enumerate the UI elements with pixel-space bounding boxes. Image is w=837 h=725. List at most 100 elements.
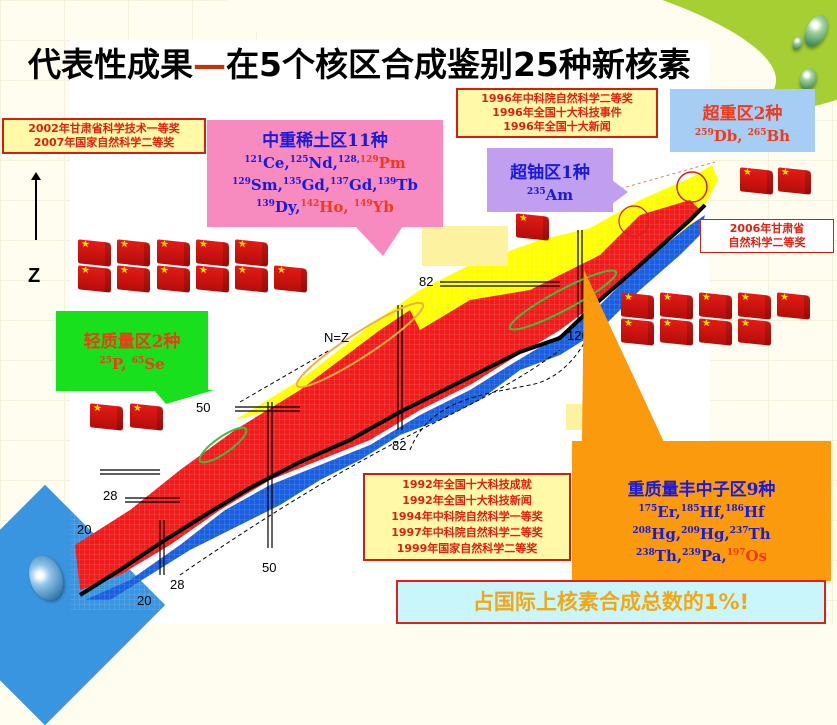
- award-box-right: 2006年甘肃省 自然科学二等奖: [700, 219, 834, 253]
- award-line: 1996年全国十大科技事件: [492, 106, 622, 119]
- element: Bh: [766, 127, 791, 145]
- element: Se: [144, 355, 165, 373]
- element: P,: [111, 355, 132, 373]
- mass-number: 259: [694, 128, 714, 138]
- flag-icon: [738, 318, 771, 346]
- award-line: 1999年国家自然科学二等奖: [396, 542, 538, 555]
- mass-number: 135: [282, 177, 302, 187]
- flag-icon: [157, 239, 190, 267]
- flag-icon: [157, 265, 190, 293]
- flag-icon: [778, 167, 811, 195]
- magic-z-82: 82: [419, 274, 434, 289]
- title-part1: 代表性成果: [28, 45, 193, 84]
- flag-icon: [660, 318, 693, 346]
- award-line: 1994年中科院自然科学一等奖: [391, 510, 543, 523]
- mass-number: 185: [680, 504, 700, 514]
- flag-icon: [699, 292, 732, 320]
- mass-number: 238: [635, 548, 655, 558]
- z-axis-arrow-icon: [31, 172, 41, 180]
- callout-light: 轻质量区2种 25P, 65Se: [56, 311, 208, 391]
- callout-heading: 轻质量区2种: [83, 332, 181, 352]
- element: Pa,: [700, 547, 727, 565]
- mass-number: 149: [353, 199, 373, 209]
- mass-number: 129: [232, 177, 251, 187]
- element: Ce,: [262, 154, 290, 172]
- flag-icon: [78, 239, 111, 267]
- mass-number: 129: [359, 155, 379, 165]
- slide-title: 代表性成果—在5个核区合成鉴别25种新核素: [28, 38, 691, 86]
- element: Hg,: [651, 525, 682, 543]
- callout-heading: 重质量丰中子区9种: [627, 480, 776, 500]
- award-line: 2006年甘肃省: [729, 222, 805, 235]
- element: Am: [545, 186, 574, 204]
- element: Pm: [378, 154, 406, 172]
- element: Ho,: [319, 198, 354, 216]
- flag-icon: [90, 403, 123, 431]
- flag-icon: [117, 239, 150, 267]
- flag-icon: [777, 292, 810, 320]
- mass-number: 128,: [337, 155, 360, 165]
- title-part2: 在5个核区合成鉴别25种新核素: [226, 45, 691, 84]
- element: Er,: [657, 503, 681, 521]
- mass-number: 265: [747, 128, 767, 138]
- award-line: 1996年中科院自然科学二等奖: [481, 92, 633, 105]
- award-line: 1997年中科院自然科学二等奖: [391, 526, 543, 539]
- element: Tb: [396, 176, 418, 194]
- element: Sm,: [250, 176, 283, 194]
- flag-icon: [516, 213, 549, 241]
- summary-banner: 占国际上核素合成总数的1%!: [396, 580, 826, 624]
- element: Hf: [743, 503, 765, 521]
- flag-icon: [196, 239, 229, 267]
- nuclide-line: 235Am: [487, 183, 613, 205]
- mass-number: 125: [289, 155, 309, 165]
- callout-rare-earth: 中重稀土区11种 121Ce,125Nd,128,129Pm 129Sm,135…: [207, 120, 443, 227]
- nuclide-line: 175Er,185Hf,186Hf: [572, 500, 831, 522]
- element: Nd,: [308, 154, 338, 172]
- callout-pointer: [612, 180, 628, 204]
- flag-icon: [274, 265, 307, 293]
- magic-z-50: 50: [196, 400, 211, 415]
- mass-number: 239: [682, 548, 701, 558]
- award-line: 1992年全国十大科技成就: [402, 478, 532, 491]
- award-line: 1992年全国十大科技新闻: [402, 494, 532, 507]
- nuclide-line: 238Th,239Pa,197Os: [572, 544, 831, 566]
- element: Gd,: [348, 176, 378, 194]
- flag-icon: [660, 292, 693, 320]
- award-box-top-left: 2002年甘肃省科学技术一等奖 2007年国家自然科学二等奖: [2, 118, 206, 154]
- callout-super-heavy: 超重区2种 259Db, 265Bh: [670, 89, 815, 152]
- callout-neutron-rich: 重质量丰中子区9种 175Er,185Hf,186Hf 208Hg,209Hg,…: [572, 441, 831, 581]
- mass-number: 235: [526, 187, 546, 197]
- nz-line-label: N=Z: [324, 330, 349, 345]
- flag-icon: [130, 403, 163, 431]
- mass-number: 121: [244, 155, 263, 165]
- award-line: 2002年甘肃省科学技术一等奖: [28, 122, 180, 135]
- element: Gd,: [301, 176, 331, 194]
- nuclide-line: 139Dy,142Ho, 149Yb: [207, 195, 443, 217]
- mass-number: 237: [729, 526, 749, 536]
- flag-icon: [235, 239, 268, 267]
- nuclide-line: 259Db, 265Bh: [670, 124, 815, 146]
- element: Yb: [372, 198, 394, 216]
- mass-number: 186: [725, 504, 744, 514]
- magic-z-28: 28: [103, 488, 118, 503]
- mass-number: 208: [632, 526, 652, 536]
- nuclide-line: 208Hg,209Hg,237Th: [572, 522, 831, 544]
- nuclide-line: 25P, 65Se: [56, 352, 208, 374]
- callout-pointer: [355, 226, 403, 256]
- z-axis-label: Z: [28, 265, 41, 287]
- element: Db,: [713, 127, 748, 145]
- award-box-bottom: 1992年全国十大科技成就 1992年全国十大科技新闻 1994年中科院自然科学…: [363, 473, 571, 561]
- magic-z-20: 20: [77, 522, 92, 537]
- mass-number: 65: [131, 356, 145, 366]
- award-line: 1996年全国十大新闻: [503, 120, 611, 133]
- callout-pointer: [145, 390, 215, 404]
- element: Hf,: [699, 503, 726, 521]
- callout-pointer: [582, 270, 664, 442]
- flag-icon: [196, 265, 229, 293]
- flag-icon: [235, 265, 268, 293]
- element: Th,: [654, 547, 683, 565]
- magic-n-50: 50: [262, 560, 277, 575]
- magic-n-28: 28: [170, 577, 185, 592]
- flag-icon: [738, 292, 771, 320]
- callout-heading: 超铀区1种: [510, 163, 590, 183]
